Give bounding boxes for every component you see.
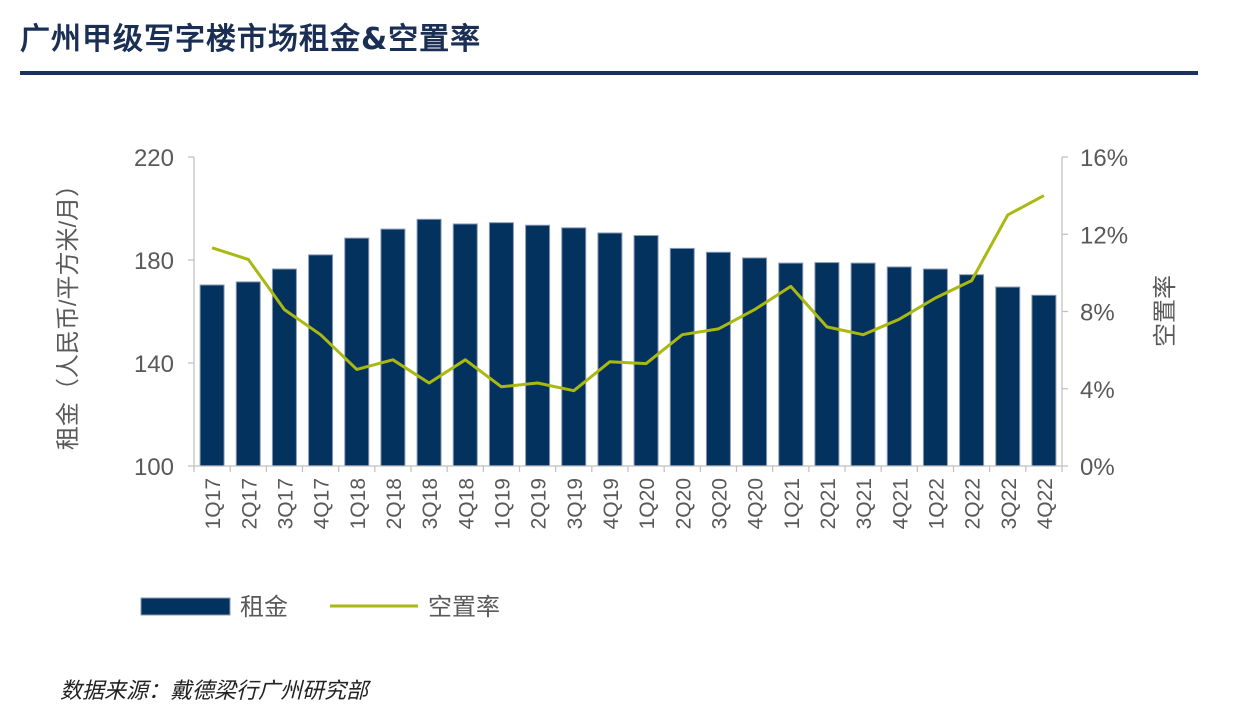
- x-tick-label: 3Q21: [853, 478, 876, 529]
- x-tick-label: 4Q20: [745, 478, 768, 529]
- rent-bar: [488, 222, 514, 467]
- rent-bar: [344, 237, 370, 467]
- right-tick-label: 0%: [1080, 454, 1115, 481]
- legend-rent-swatch: [140, 597, 231, 616]
- vacancy-line: [211, 194, 1045, 393]
- x-tick-label: 3Q20: [708, 478, 731, 529]
- source-note: 数据来源：戴德梁行广州研究部: [60, 679, 369, 704]
- left-tick-label: 100: [134, 454, 174, 481]
- x-tick-label: 3Q22: [998, 478, 1021, 529]
- rent-bar: [886, 266, 912, 467]
- x-tick-label: 2Q21: [817, 478, 840, 529]
- rent-bar: [380, 228, 406, 467]
- left-axis-title: 租金（人民币/平方米/月）: [55, 173, 82, 450]
- x-tick-label: 1Q20: [636, 478, 659, 529]
- x-tick-label: 1Q19: [491, 478, 514, 529]
- rent-bar: [633, 235, 659, 467]
- rent-bar: [669, 247, 695, 467]
- rent-bar: [995, 286, 1021, 467]
- rent-bar: [271, 268, 297, 467]
- rent-bar: [235, 281, 261, 467]
- x-tick-label: 1Q18: [347, 478, 370, 529]
- x-tick-label: 4Q18: [455, 478, 478, 529]
- x-tick-label: 3Q17: [274, 478, 297, 529]
- rent-bar: [742, 257, 768, 467]
- left-tick-label: 180: [134, 248, 174, 275]
- x-tick-label: 1Q17: [202, 478, 225, 529]
- rent-bar: [705, 251, 731, 467]
- x-tick-label: 3Q18: [419, 478, 442, 529]
- legend-vacancy-label: 空置率: [428, 594, 500, 621]
- rent-bar: [525, 224, 551, 467]
- x-tick-label: 1Q21: [781, 478, 804, 529]
- x-tick-label: 1Q22: [925, 478, 948, 529]
- rent-bar: [814, 262, 840, 467]
- rent-bar: [597, 232, 623, 467]
- left-tick-label: 220: [134, 145, 174, 172]
- x-tick-label: 4Q19: [600, 478, 623, 529]
- right-tick-label: 4%: [1080, 377, 1115, 404]
- chart-axes: [188, 156, 1068, 472]
- rent-bar: [452, 223, 478, 467]
- legend-rent-label: 租金: [240, 594, 288, 621]
- x-tick-label: 2Q19: [528, 478, 551, 529]
- x-tick-label: 4Q22: [1034, 478, 1057, 529]
- rent-bar: [308, 254, 334, 467]
- rent-bar: [850, 262, 876, 467]
- rent-bar: [959, 274, 985, 467]
- rent-bars: [199, 218, 1057, 467]
- rent-bar: [561, 227, 587, 467]
- x-tick-label: 2Q17: [238, 478, 261, 529]
- x-tick-label: 4Q17: [311, 478, 334, 529]
- x-tick-label: 2Q20: [672, 478, 695, 529]
- rent-bar: [1031, 294, 1057, 467]
- right-tick-label: 12%: [1080, 222, 1128, 249]
- tick-labels: 100 140 180 220 0% 4% 8% 12% 16% 1Q17 2Q17 3Q17 4Q17…: [55, 145, 1179, 529]
- page-title: 广州甲级写字楼市场租金&空置率: [20, 22, 482, 57]
- title-divider: [20, 71, 1198, 75]
- right-tick-label: 8%: [1080, 300, 1115, 327]
- chart-legend: 租金 空置率: [140, 594, 500, 621]
- left-tick-label: 140: [134, 351, 174, 378]
- right-axis-title: 空置率: [1152, 275, 1179, 347]
- rent-bar: [416, 218, 442, 467]
- rent-bar: [199, 284, 225, 467]
- x-tick-label: 3Q19: [564, 478, 587, 529]
- x-tick-label: 2Q22: [962, 478, 985, 529]
- right-tick-label: 16%: [1080, 145, 1128, 172]
- x-tick-label: 2Q18: [383, 478, 406, 529]
- vacancy-line-group: [211, 194, 1045, 393]
- x-tick-label: 4Q21: [889, 478, 912, 529]
